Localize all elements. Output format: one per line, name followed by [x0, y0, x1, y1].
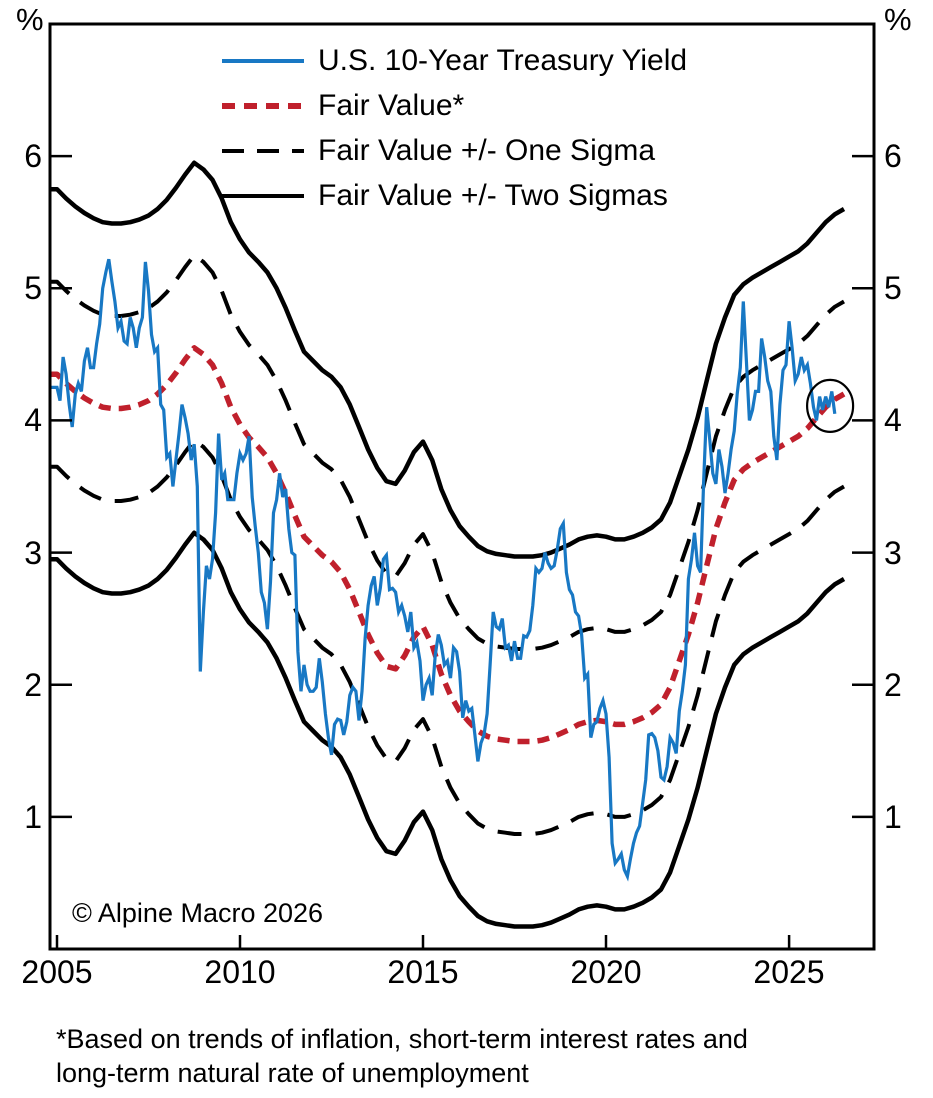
legend-item-two-sigmas: Fair Value +/- Two Sigmas — [222, 173, 687, 218]
one-sigma-upper-line — [50, 253, 845, 651]
plot-border — [48, 22, 876, 951]
x-tick-label: 2015 — [387, 954, 459, 990]
y-tick-label: 2 — [884, 667, 902, 703]
y-tick-label: 4 — [884, 402, 902, 438]
y-tick-label: 5 — [24, 270, 42, 306]
y-tick-label: 5 — [884, 270, 902, 306]
copyright-note: © Alpine Macro 2026 — [72, 898, 324, 928]
y-tick-label: 3 — [884, 535, 902, 571]
fair-value-line — [50, 345, 846, 745]
legend-item-treasury-yield: U.S. 10-Year Treasury Yield — [222, 38, 687, 83]
legend-item-one-sigma: Fair Value +/- One Sigma — [222, 128, 687, 173]
x-tick-label: 2010 — [204, 954, 276, 990]
y-axis-unit-left: % — [16, 2, 44, 37]
legend-item-fair-value: Fair Value* — [222, 83, 687, 128]
footnote: *Based on trends of inflation, short-ter… — [56, 1022, 748, 1090]
legend-label: Fair Value* — [318, 88, 465, 122]
x-tick-label: 2020 — [570, 954, 642, 990]
y-tick-label: 6 — [24, 138, 42, 174]
two-sigma-upper-line — [50, 160, 846, 559]
footnote-line-2: long-term natural rate of unemployment — [56, 1058, 529, 1088]
latest-value-circle — [805, 378, 855, 433]
y-tick-label: 4 — [24, 402, 42, 438]
one-sigma-line-swatch — [222, 148, 304, 153]
y-tick-label: 1 — [24, 799, 42, 835]
treasury-yield-line — [50, 258, 837, 882]
legend-label: Fair Value +/- One Sigma — [318, 133, 656, 167]
x-tick-label: 2005 — [21, 954, 93, 990]
treasury-yield-line-swatch — [222, 58, 304, 63]
y-tick-label: 3 — [24, 535, 42, 571]
legend-label: U.S. 10-Year Treasury Yield — [318, 43, 688, 77]
y-tick-label: 6 — [884, 138, 902, 174]
y-axis-unit-right: % — [884, 2, 912, 37]
y-tick-label: 2 — [24, 667, 42, 703]
legend: U.S. 10-Year Treasury Yield Fair Value* … — [222, 38, 687, 218]
fair-value-line-swatch — [222, 102, 304, 109]
footnote-line-1: *Based on trends of inflation, short-ter… — [56, 1024, 748, 1054]
x-tick-label: 2025 — [753, 954, 825, 990]
two-sigmas-line-swatch — [222, 193, 304, 198]
two-sigma-lower-line — [50, 530, 846, 929]
one-sigma-lower-line — [50, 438, 845, 836]
legend-label: Fair Value +/- Two Sigmas — [318, 178, 668, 212]
y-tick-label: 1 — [884, 799, 902, 835]
